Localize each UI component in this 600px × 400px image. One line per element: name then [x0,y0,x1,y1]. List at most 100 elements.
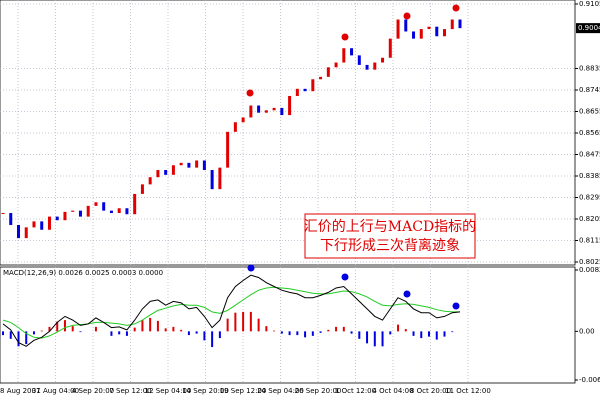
candle [40,221,44,230]
candle [280,107,284,116]
annotation: 汇价的上行与MACD指标的 [304,219,476,235]
price-peak [403,12,411,20]
candle [32,221,36,228]
peak-markers [246,4,460,310]
candle [388,38,392,58]
candle [109,210,113,214]
candle [1,213,5,215]
candle [357,55,361,65]
y-tick-label: 0.8385 [579,172,600,180]
candle [86,205,90,217]
annotation: 下行形成三次背离迹象 [320,237,460,254]
candle [171,165,175,175]
candle [303,88,307,92]
price-panel [0,0,576,266]
candle [412,31,416,39]
candle [226,131,230,168]
candle [47,216,51,230]
price-peak [452,4,460,12]
candle [140,184,144,194]
candle [156,170,160,178]
candle [373,62,377,70]
candle [195,160,199,168]
candle [381,57,385,63]
candle [342,48,346,63]
macd-panel [0,266,576,384]
candle [319,76,323,80]
candle [218,167,222,190]
y-tick-label: 0.8295 [579,194,600,202]
macd-line [2,274,461,347]
x-tick-label: 31 Aug 04:00 [32,387,79,395]
y2-tick-label: 0.0082 [579,266,600,274]
price-peak [341,33,349,41]
candle [365,64,369,70]
x-tick-label: 8 Oct 20:00 [410,387,451,395]
candle [55,216,59,221]
current-price-label: 0.9004 [578,24,600,32]
candle [334,62,338,68]
candle [326,67,330,77]
x-tick-label: 26 Sep 20:00 [295,387,342,395]
candle [295,88,299,96]
candle [179,162,183,166]
macd-peak [247,264,255,272]
candle [202,160,206,171]
candle [458,19,462,29]
annotation-box [304,213,476,259]
candle [133,193,137,215]
price-peak [246,89,254,97]
x-tick-label: 7 Sep 12:00 [109,387,151,395]
candle [71,210,75,212]
candle [24,227,28,239]
candle [450,19,454,30]
x-tick-label: 24 Sep 04:00 [257,387,304,395]
candle [148,177,152,185]
candle [249,105,253,118]
x-tick-label: 1 Oct 12:00 [335,387,376,395]
y-tick-label: 0.8835 [579,65,600,73]
candle [233,122,237,132]
y-tick-label: 0.8205 [579,215,600,223]
y-tick-label: 0.8565 [579,129,600,137]
candle [102,202,106,211]
y-tick-label: 0.8655 [579,108,600,116]
candle [78,210,82,217]
candle [404,19,408,32]
candle [311,79,315,92]
indicator-label: MACD(12,26,9) 0.0026 0.0025 0.0003 0.000… [3,269,163,277]
candle [187,162,191,168]
candle [427,26,431,30]
candle [94,202,98,206]
candle [241,117,245,123]
x-tick-label: 19 Sep 12:00 [220,387,267,395]
y-tick-label: 0.8475 [579,151,600,159]
x-tick-label: 4 Oct 04:00 [372,387,413,395]
macd-peak [341,273,349,281]
x-tick-label: 28 Aug 2007 [0,387,40,395]
x-tick-label: 4 Sep 20:00 [72,387,114,395]
candle [419,29,423,39]
y-tick-label: 0.9105 [579,0,600,8]
candle [435,26,439,37]
candle [350,48,354,56]
candle [288,95,292,116]
candle [117,208,121,214]
candle [16,224,20,239]
candle [272,107,276,111]
candle [164,170,168,175]
x-tick-label: 11 Oct 12:00 [445,387,491,395]
macd-peak [403,290,411,298]
x-tick-label: 12 Sep 04:00 [145,387,192,395]
y-tick-label: 0.8025 [579,258,600,266]
y-tick-label: 0.8115 [579,237,600,245]
y2-tick-label: -0.0065 [579,376,600,384]
candle [443,29,447,37]
candle [396,19,400,39]
signal-line [2,286,460,339]
y2-tick-label: 0.00 [579,327,595,335]
candle [125,208,129,215]
macd-peak [452,302,460,310]
candle [9,213,13,225]
